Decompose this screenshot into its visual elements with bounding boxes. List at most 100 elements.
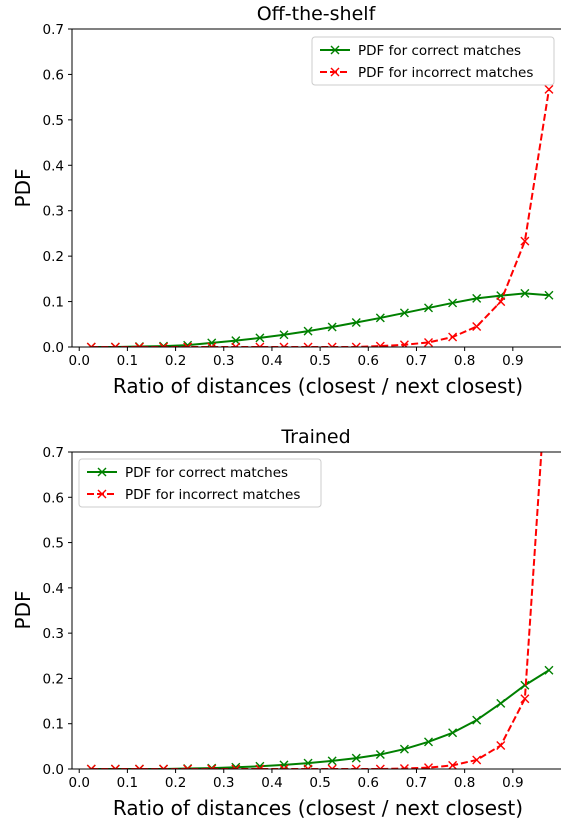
data-point [231, 336, 241, 346]
marker-stroke [90, 764, 96, 769]
axes-frame [71, 451, 561, 770]
marker-stroke [307, 764, 313, 769]
data-point [207, 764, 217, 769]
data-point [448, 298, 458, 308]
chart-title: Off-the-shelf [257, 3, 377, 25]
y-tick-label: 0.0 [43, 762, 64, 778]
x-tick-label: 0.6 [358, 353, 379, 369]
marker-stroke [375, 313, 385, 323]
marker-stroke [231, 336, 241, 346]
legend-entry: PDF for incorrect matches [320, 65, 533, 81]
y-tick-label: 0.5 [43, 113, 64, 129]
x-tick-label: 0.3 [213, 353, 234, 369]
marker-stroke [472, 293, 482, 303]
x-tick-label: 0.4 [261, 775, 282, 791]
series-line [91, 452, 543, 769]
marker-stroke [258, 764, 265, 769]
y-tick-label: 0.5 [43, 536, 64, 552]
marker-stroke [545, 335, 553, 343]
legend-marker [330, 67, 340, 77]
marker-stroke [234, 764, 241, 769]
data-point [86, 342, 96, 347]
data-point [375, 764, 385, 769]
data-point [496, 740, 506, 750]
marker-stroke [496, 740, 506, 750]
data-point [303, 326, 313, 336]
legend-entry: PDF for incorrect matches [87, 487, 300, 503]
series-incorrect-matches [86, 335, 553, 769]
chart-off-the-shelf: Off-the-shelf PDF Ratio of distances (cl… [11, 3, 561, 398]
data-point [231, 342, 241, 347]
data-point [472, 755, 482, 765]
marker-stroke [327, 764, 334, 769]
chart-trained: Trained PDF Ratio of distances (closest … [11, 335, 561, 820]
y-tick-label: 0.1 [43, 295, 64, 311]
data-point [255, 764, 265, 769]
marker-stroke [134, 342, 141, 347]
x-tick-label: 0.2 [165, 775, 186, 791]
x-tick-label: 0.8 [454, 353, 475, 369]
data-point [183, 342, 193, 347]
data-point [110, 342, 120, 347]
marker-stroke [327, 342, 334, 347]
series-layer [86, 84, 554, 347]
data-point [496, 698, 506, 708]
series-correct-matches [86, 288, 554, 347]
marker-stroke [327, 756, 337, 766]
data-point [351, 342, 361, 347]
data-point [159, 764, 169, 769]
marker-stroke [448, 728, 458, 738]
marker-stroke [86, 764, 93, 769]
data-point [424, 337, 434, 347]
marker-stroke [234, 342, 241, 347]
marker-stroke [210, 764, 217, 769]
y-tick-label: 0.2 [43, 249, 64, 265]
marker-stroke [279, 764, 285, 769]
marker-stroke [114, 764, 120, 769]
data-point [279, 342, 289, 347]
series-line [91, 292, 550, 347]
marker-stroke [255, 333, 265, 343]
marker-stroke [159, 342, 165, 347]
marker-stroke [424, 737, 434, 747]
marker-stroke [307, 342, 313, 347]
x-tick-label: 0.0 [68, 353, 89, 369]
data-point [424, 763, 434, 769]
legend-entry: PDF for correct matches [87, 465, 288, 481]
axes-frame [71, 28, 561, 348]
marker-stroke [355, 342, 361, 347]
data-point [351, 317, 361, 327]
marker-stroke [520, 236, 530, 246]
data-point [544, 665, 554, 675]
data-point [110, 764, 120, 769]
data-point [303, 764, 313, 769]
x-tick-label: 0.8 [454, 775, 475, 791]
data-point [375, 341, 385, 347]
marker-stroke [183, 342, 189, 347]
data-point [327, 322, 337, 332]
data-point [544, 290, 554, 300]
y-tick-label: 0.1 [43, 717, 64, 733]
data-point [327, 342, 337, 347]
data-point [134, 342, 144, 347]
marker-stroke [351, 764, 358, 769]
marker-stroke [375, 750, 385, 760]
marker-stroke [472, 322, 482, 332]
marker-stroke [231, 342, 237, 347]
marker-stroke [375, 764, 382, 769]
marker-stroke [331, 342, 337, 347]
data-point [159, 342, 169, 347]
marker-stroke [331, 764, 337, 769]
marker-stroke [138, 342, 144, 347]
legend-marker [330, 45, 340, 55]
marker-stroke [351, 317, 361, 327]
y-tick-label: 0.2 [43, 671, 64, 687]
marker-stroke [183, 764, 189, 769]
marker-stroke [424, 303, 434, 313]
x-tick-label: 0.5 [309, 353, 330, 369]
data-point [448, 332, 458, 342]
y-tick-label: 0.4 [43, 581, 64, 597]
data-point [520, 236, 530, 246]
x-tick-label: 0.3 [213, 775, 234, 791]
marker-stroke [279, 330, 289, 340]
